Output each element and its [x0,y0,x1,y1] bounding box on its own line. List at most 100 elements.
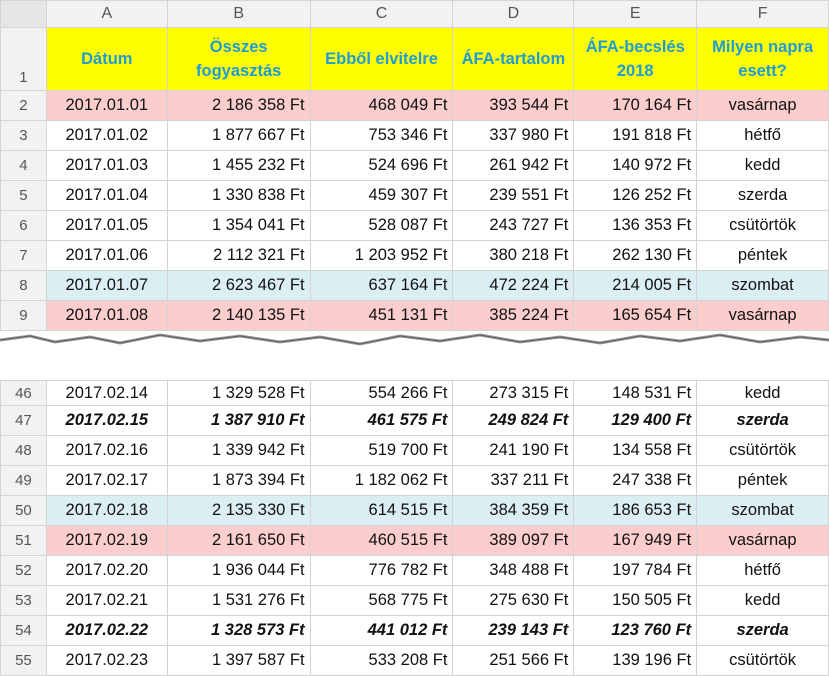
cell-datum[interactable]: 2017.01.06 [45,240,168,271]
cell-datum[interactable]: 2017.02.14 [45,380,168,406]
cell-afa[interactable]: 251 566 Ft [452,645,575,676]
cell-becsles[interactable]: 136 353 Ft [573,210,698,241]
row-number[interactable]: 55 [0,645,47,676]
row-number[interactable]: 6 [0,210,47,241]
cell-osszes[interactable]: 2 135 330 Ft [166,495,311,526]
column-header-b[interactable]: B [166,0,311,28]
cell-osszes[interactable]: 1 531 276 Ft [166,585,311,616]
row-number[interactable]: 48 [0,435,47,466]
cell-afa[interactable]: 241 190 Ft [452,435,575,466]
cell-becsles[interactable]: 129 400 Ft [573,405,698,436]
cell-datum[interactable]: 2017.02.16 [45,435,168,466]
cell-osszes[interactable]: 1 328 573 Ft [166,615,311,646]
cell-datum[interactable]: 2017.02.20 [45,555,168,586]
cell-afa[interactable]: 337 211 Ft [452,465,575,496]
cell-afa[interactable]: 273 315 Ft [452,380,575,406]
cell-afa[interactable]: 261 942 Ft [452,150,575,181]
cell-becsles[interactable]: 167 949 Ft [573,525,698,556]
cell-afa[interactable]: 275 630 Ft [452,585,575,616]
cell-datum[interactable]: 2017.01.05 [45,210,168,241]
cell-elvitel[interactable]: 1 203 952 Ft [309,240,454,271]
header-cell-datum[interactable]: Dátum [45,27,168,91]
cell-nap[interactable]: kedd [696,150,829,181]
cell-datum[interactable]: 2017.02.21 [45,585,168,616]
cell-becsles[interactable]: 191 818 Ft [573,120,698,151]
cell-osszes[interactable]: 1 354 041 Ft [166,210,311,241]
cell-osszes[interactable]: 1 455 232 Ft [166,150,311,181]
cell-osszes[interactable]: 2 112 321 Ft [166,240,311,271]
header-cell-nap[interactable]: Milyen napra esett? [696,27,829,91]
cell-datum[interactable]: 2017.02.23 [45,645,168,676]
header-cell-elvitel[interactable]: Ebből elvitelre [309,27,454,91]
cell-elvitel[interactable]: 441 012 Ft [309,615,454,646]
cell-becsles[interactable]: 123 760 Ft [573,615,698,646]
row-number[interactable]: 5 [0,180,47,211]
cell-becsles[interactable]: 186 653 Ft [573,495,698,526]
row-number[interactable]: 9 [0,300,47,331]
cell-datum[interactable]: 2017.02.19 [45,525,168,556]
cell-nap[interactable]: szerda [696,180,829,211]
cell-nap[interactable]: péntek [696,240,829,271]
cell-becsles[interactable]: 165 654 Ft [573,300,698,331]
cell-datum[interactable]: 2017.02.22 [45,615,168,646]
cell-afa[interactable]: 389 097 Ft [452,525,575,556]
cell-osszes[interactable]: 2 140 135 Ft [166,300,311,331]
cell-elvitel[interactable]: 637 164 Ft [309,270,454,301]
cell-osszes[interactable]: 1 387 910 Ft [166,405,311,436]
cell-osszes[interactable]: 2 161 650 Ft [166,525,311,556]
cell-becsles[interactable]: 126 252 Ft [573,180,698,211]
cell-elvitel[interactable]: 459 307 Ft [309,180,454,211]
cell-osszes[interactable]: 1 330 838 Ft [166,180,311,211]
cell-elvitel[interactable]: 460 515 Ft [309,525,454,556]
cell-becsles[interactable]: 262 130 Ft [573,240,698,271]
cell-nap[interactable]: szerda [696,615,829,646]
cell-datum[interactable]: 2017.02.15 [45,405,168,436]
cell-elvitel[interactable]: 468 049 Ft [309,90,454,121]
cell-elvitel[interactable]: 461 575 Ft [309,405,454,436]
cell-nap[interactable]: hétfő [696,555,829,586]
cell-afa[interactable]: 337 980 Ft [452,120,575,151]
cell-elvitel[interactable]: 451 131 Ft [309,300,454,331]
select-all-corner[interactable] [0,0,47,28]
cell-datum[interactable]: 2017.01.02 [45,120,168,151]
row-number[interactable]: 52 [0,555,47,586]
row-number[interactable]: 7 [0,240,47,271]
row-number[interactable]: 1 [0,27,47,91]
cell-datum[interactable]: 2017.01.01 [45,90,168,121]
cell-datum[interactable]: 2017.01.08 [45,300,168,331]
cell-datum[interactable]: 2017.01.03 [45,150,168,181]
row-number[interactable]: 50 [0,495,47,526]
cell-afa[interactable]: 348 488 Ft [452,555,575,586]
cell-osszes[interactable]: 1 873 394 Ft [166,465,311,496]
cell-osszes[interactable]: 2 186 358 Ft [166,90,311,121]
cell-becsles[interactable]: 170 164 Ft [573,90,698,121]
row-number[interactable]: 2 [0,90,47,121]
cell-nap[interactable]: csütörtök [696,645,829,676]
cell-osszes[interactable]: 1 329 528 Ft [166,380,311,406]
cell-elvitel[interactable]: 524 696 Ft [309,150,454,181]
cell-osszes[interactable]: 2 623 467 Ft [166,270,311,301]
cell-elvitel[interactable]: 533 208 Ft [309,645,454,676]
row-number[interactable]: 49 [0,465,47,496]
row-number[interactable]: 4 [0,150,47,181]
cell-osszes[interactable]: 1 339 942 Ft [166,435,311,466]
cell-datum[interactable]: 2017.01.04 [45,180,168,211]
cell-becsles[interactable]: 197 784 Ft [573,555,698,586]
cell-datum[interactable]: 2017.01.07 [45,270,168,301]
column-header-c[interactable]: C [309,0,454,28]
cell-afa[interactable]: 249 824 Ft [452,405,575,436]
row-number[interactable]: 47 [0,405,47,436]
cell-osszes[interactable]: 1 936 044 Ft [166,555,311,586]
column-header-a[interactable]: A [45,0,168,28]
cell-afa[interactable]: 385 224 Ft [452,300,575,331]
cell-nap[interactable]: kedd [696,380,829,406]
cell-elvitel[interactable]: 568 775 Ft [309,585,454,616]
header-cell-osszes[interactable]: Összes fogyasztás [166,27,311,91]
cell-becsles[interactable]: 150 505 Ft [573,585,698,616]
cell-datum[interactable]: 2017.02.17 [45,465,168,496]
cell-becsles[interactable]: 214 005 Ft [573,270,698,301]
cell-elvitel[interactable]: 753 346 Ft [309,120,454,151]
column-header-e[interactable]: E [573,0,698,28]
row-number[interactable]: 51 [0,525,47,556]
cell-elvitel[interactable]: 519 700 Ft [309,435,454,466]
